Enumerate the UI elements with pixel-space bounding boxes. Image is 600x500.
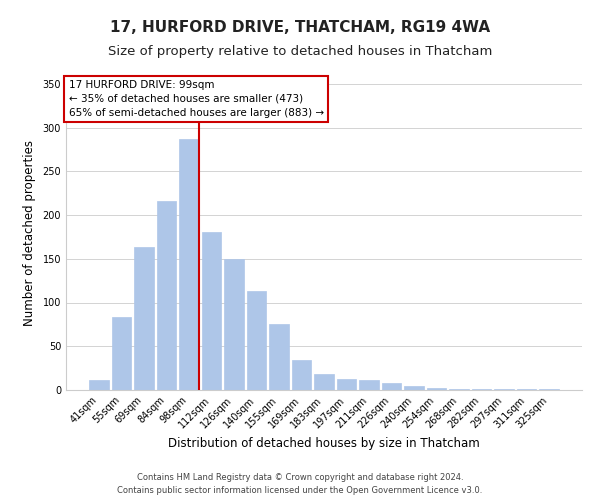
Bar <box>359 380 379 390</box>
Y-axis label: Number of detached properties: Number of detached properties <box>23 140 35 326</box>
Text: 17, HURFORD DRIVE, THATCHAM, RG19 4WA: 17, HURFORD DRIVE, THATCHAM, RG19 4WA <box>110 20 490 35</box>
Bar <box>382 383 401 390</box>
Bar <box>404 386 424 390</box>
Text: Contains public sector information licensed under the Open Government Licence v3: Contains public sector information licen… <box>118 486 482 495</box>
Bar <box>427 388 446 390</box>
Bar <box>494 389 514 390</box>
Bar <box>179 139 199 390</box>
Text: 17 HURFORD DRIVE: 99sqm
← 35% of detached houses are smaller (473)
65% of semi-d: 17 HURFORD DRIVE: 99sqm ← 35% of detache… <box>68 80 324 118</box>
Bar <box>269 324 289 390</box>
Bar <box>89 380 109 390</box>
Bar <box>202 232 221 390</box>
Bar <box>292 360 311 390</box>
Bar <box>337 378 356 390</box>
Bar <box>539 389 559 390</box>
Text: Size of property relative to detached houses in Thatcham: Size of property relative to detached ho… <box>108 45 492 58</box>
Bar <box>314 374 334 390</box>
Bar <box>157 201 176 390</box>
X-axis label: Distribution of detached houses by size in Thatcham: Distribution of detached houses by size … <box>168 436 480 450</box>
Bar <box>134 248 154 390</box>
Bar <box>517 389 536 390</box>
Bar <box>112 316 131 390</box>
Text: Contains HM Land Registry data © Crown copyright and database right 2024.: Contains HM Land Registry data © Crown c… <box>137 474 463 482</box>
Bar <box>247 291 266 390</box>
Bar <box>472 389 491 390</box>
Bar <box>224 259 244 390</box>
Bar <box>449 389 469 390</box>
